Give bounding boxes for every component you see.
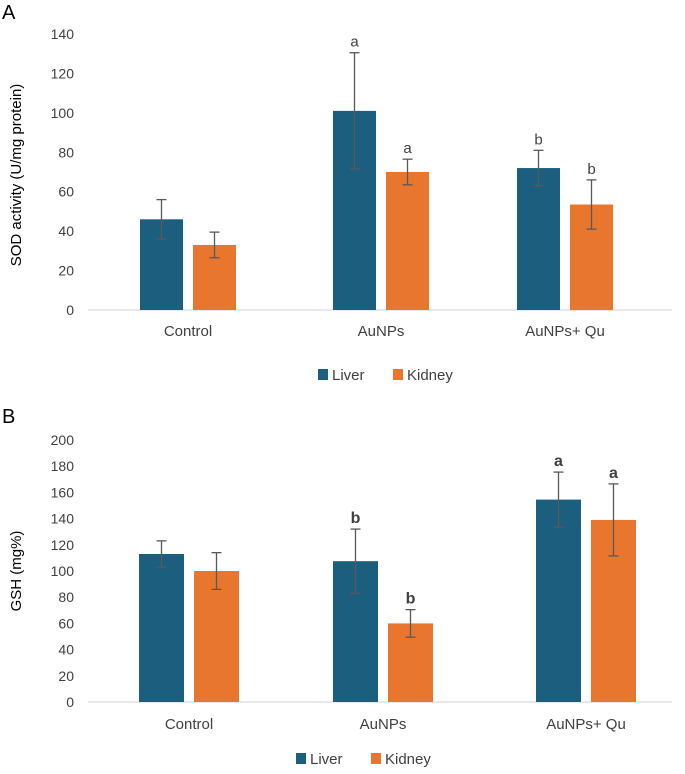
- y-tick-label: 180: [51, 458, 75, 474]
- bar-kidney: [386, 172, 429, 310]
- legend-label-liver: Liver: [310, 751, 343, 768]
- y-tick-label: 60: [58, 184, 74, 200]
- legend-swatch-kidney: [371, 753, 381, 764]
- significance-label: a: [554, 453, 563, 470]
- y-axis-title: SOD activity (U/mg protein): [8, 84, 25, 267]
- y-tick-label: 20: [58, 263, 74, 279]
- bar-liver: [517, 168, 560, 310]
- significance-label: b: [587, 161, 595, 178]
- panel-label: B: [2, 406, 15, 428]
- bar-kidney: [194, 571, 239, 702]
- y-tick-label: 80: [58, 144, 74, 160]
- panel-a: A SOD activity (U/mg protein) 0 20 40 60 80 1…: [2, 2, 672, 384]
- x-tick-label: Control: [164, 323, 212, 340]
- y-tick-label: 80: [58, 589, 74, 605]
- legend-swatch-kidney: [393, 369, 403, 380]
- y-tick-label: 100: [51, 563, 75, 579]
- y-tick-label: 0: [66, 694, 74, 710]
- y-tick-label: 40: [58, 223, 74, 239]
- y-tick-label: 200: [51, 432, 75, 448]
- y-axis-title: GSH (mg%): [8, 531, 25, 612]
- x-tick-label: AuNPs+ Qu: [546, 716, 626, 733]
- y-tick-label: 160: [51, 484, 75, 500]
- significance-label: b: [534, 131, 542, 148]
- legend-swatch-liver: [318, 369, 328, 380]
- significance-label: a: [350, 34, 359, 51]
- significance-label: a: [403, 140, 412, 157]
- y-tick-label: 20: [58, 668, 74, 684]
- y-tick-label: 60: [58, 615, 74, 631]
- y-tick-label: 100: [51, 105, 75, 121]
- legend-label-liver: Liver: [332, 367, 365, 384]
- legend-label-kidney: Kidney: [407, 367, 453, 384]
- legend-swatch-liver: [296, 753, 306, 764]
- legend-label-kidney: Kidney: [385, 751, 431, 768]
- y-tick-label: 140: [51, 26, 75, 42]
- y-tick-label: 140: [51, 511, 75, 527]
- y-tick-label: 40: [58, 642, 74, 658]
- x-tick-label: Control: [165, 716, 213, 733]
- y-tick-label: 120: [51, 537, 75, 553]
- significance-label: b: [406, 591, 416, 608]
- x-tick-label: AuNPs: [360, 716, 407, 733]
- y-tick-label: 120: [51, 65, 75, 81]
- panel-label: A: [2, 2, 16, 24]
- bar-liver: [139, 553, 184, 702]
- x-tick-label: AuNPs: [358, 323, 405, 340]
- significance-label: b: [351, 510, 361, 527]
- significance-label: a: [609, 465, 618, 482]
- bar-liver: [536, 499, 581, 702]
- x-tick-label: AuNPs+ Qu: [525, 323, 605, 340]
- y-tick-label: 0: [66, 302, 74, 318]
- panel-b: B GSH (mg%) 0 20 40 60 80 100 120 140 160 180 200 C…: [2, 406, 672, 768]
